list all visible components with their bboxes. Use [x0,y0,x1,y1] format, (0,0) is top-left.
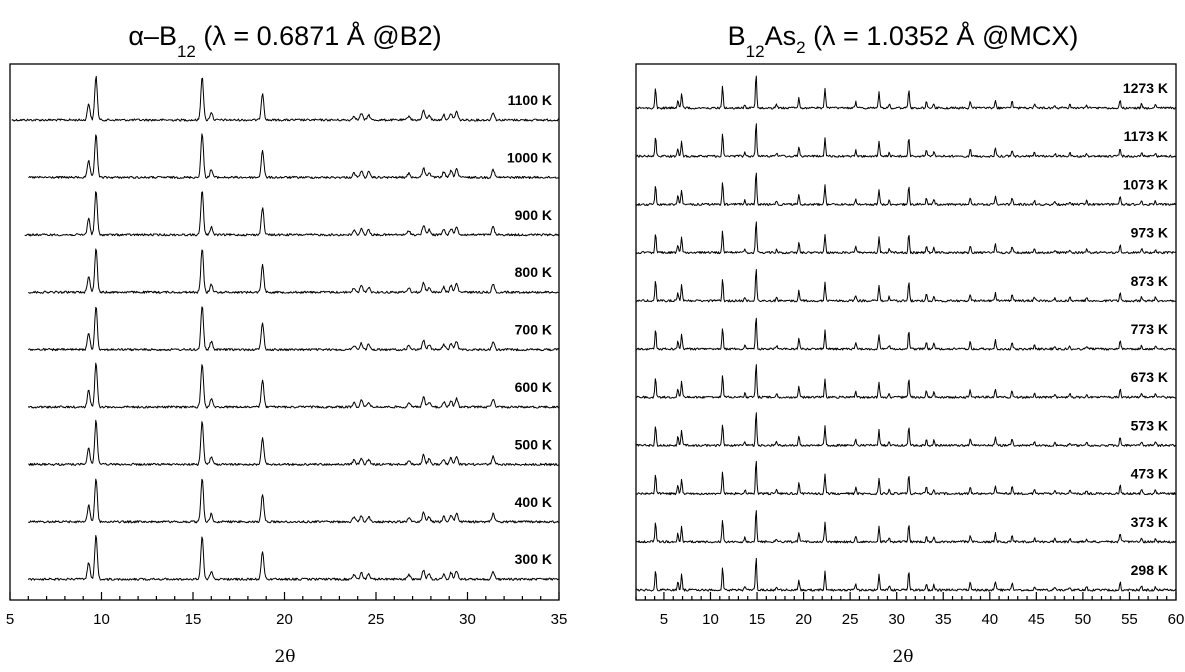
chart-left-x-axis: 5 10 15 20 25 30 35 [6,592,568,628]
x-tick-label: 20 [276,611,293,628]
x-tick-label: 20 [795,611,812,628]
series-trace-900-k [24,191,560,237]
series-label-1073-k: 1073 K [1123,176,1168,192]
x-tick-label: 5 [6,611,14,628]
series-trace-600-k [27,362,560,409]
chart-right-title: B12As2 (λ = 1.0352 Å @MCX) [728,20,1079,61]
x-tick-label: 15 [185,611,202,628]
series-label-373-k: 373 K [1131,514,1168,530]
series-trace-800-k [28,248,560,294]
x-tick-label: 25 [842,611,859,628]
series-label-573-k: 573 K [1131,417,1168,433]
x-tick-label: 50 [1075,611,1092,628]
series-trace-773-k [635,317,1177,351]
series-label-500-k: 500 K [515,436,552,452]
series-trace-973-k [635,221,1177,255]
series-label-1173-k: 1173 K [1124,128,1168,144]
x-tick-label: 30 [888,611,905,628]
series-label-600-k: 600 K [515,379,552,395]
series-label-973-k: 973 K [1131,225,1168,241]
series-trace-373-k [635,510,1177,544]
x-tick-label: 55 [1121,611,1138,628]
x-tick-label: 30 [459,611,476,628]
series-trace-673-k [636,364,1177,399]
series-label-800-k: 800 K [515,264,552,280]
chart-left-traces [11,75,560,581]
series-label-700-k: 700 K [515,322,552,338]
chart-left-x-axis-label: 2θ [274,647,295,667]
chart-right-x-axis-label: 2θ [892,647,913,667]
series-label-473-k: 473 K [1131,466,1168,482]
series-trace-300-k [27,535,560,581]
chart-right-traces [635,75,1177,592]
series-trace-1273-k [635,75,1177,110]
x-tick-label: 5 [660,611,668,628]
chart-left-temperature-labels: 1100 K 1000 K 900 K 800 K 700 K 600 K 500 K 400… [507,92,552,567]
series-trace-1073-k [635,172,1177,206]
series-label-1000-k: 1000 K [507,149,552,165]
series-label-298-k: 298 K [1131,562,1168,578]
x-tick-label: 60 [1168,611,1185,628]
series-label-400-k: 400 K [515,494,552,510]
series-label-673-k: 673 K [1131,369,1168,385]
series-trace-1100-k [11,75,560,122]
chart-left-title: α–B12 (λ = 0.6871 Å @B2) [128,20,441,61]
x-tick-label: 10 [702,611,719,628]
chart-right-temperature-labels: 1273 K 1173 K 1073 K 973 K 873 K 773 K 673 K 57… [1123,80,1168,578]
x-tick-label: 10 [93,611,110,628]
series-trace-500-k [28,419,560,466]
series-label-300-k: 300 K [515,551,552,567]
chart-right-plot-frame [635,63,1177,601]
x-tick-label: 45 [1028,611,1045,628]
series-trace-1000-k [28,133,560,179]
series-trace-700-k [27,306,560,352]
chart-left: α–B12 (λ = 0.6871 Å @B2) 1100 K 1000 K 900… [6,20,568,667]
series-label-873-k: 873 K [1131,273,1168,289]
series-trace-873-k [635,268,1177,303]
series-label-1100-k: 1100 K [508,92,552,108]
series-trace-473-k [635,460,1177,496]
chart-right-x-axis: 5 10 15 20 25 30 35 40 45 50 55 60 [635,592,1185,628]
series-label-1273-k: 1273 K [1123,80,1168,96]
x-tick-label: 35 [551,611,568,628]
x-tick-label: 40 [981,611,998,628]
series-label-900-k: 900 K [515,207,552,223]
series-trace-1173-k [635,123,1177,158]
x-tick-label: 25 [368,611,385,628]
x-tick-label: 15 [749,611,766,628]
series-trace-573-k [635,412,1177,447]
series-label-773-k: 773 K [1131,321,1168,337]
series-trace-400-k [27,478,560,524]
x-tick-label: 35 [935,611,952,628]
series-trace-298-k [635,557,1177,592]
